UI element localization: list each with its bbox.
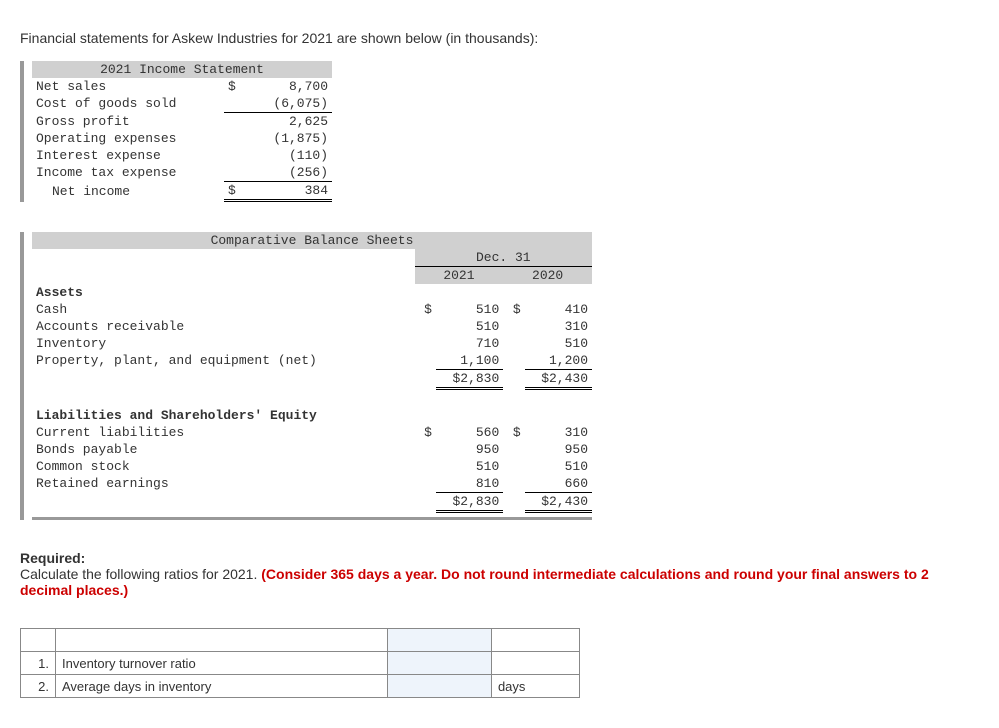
bs-currency: [415, 370, 436, 389]
answer-unit: [491, 652, 579, 675]
bs-amount: 510: [525, 335, 592, 352]
income-statement: 2021 Income StatementNet sales$8,700Cost…: [20, 61, 332, 202]
bs-year-1: 2021: [415, 267, 504, 285]
bs-amount: 660: [525, 475, 592, 493]
bs-row-label: Bonds payable: [32, 441, 415, 458]
bs-row-label: Inventory: [32, 335, 415, 352]
bs-currency: [503, 441, 524, 458]
bs-currency: [415, 441, 436, 458]
bs-year-2: 2020: [503, 267, 592, 285]
bs-row-label: Accounts receivable: [32, 318, 415, 335]
is-currency: [224, 113, 244, 131]
bs-amount: $2,430: [525, 370, 592, 389]
required-text: Calculate the following ratios for 2021.: [20, 566, 261, 582]
is-currency: [224, 130, 244, 147]
bs-currency: [415, 493, 436, 512]
bs-amount: 560: [436, 424, 503, 441]
is-amount: 2,625: [244, 113, 332, 131]
is-label: Cost of goods sold: [32, 95, 224, 113]
bs-currency: $: [415, 301, 436, 318]
is-currency: $: [224, 78, 244, 95]
bs-currency: [503, 475, 524, 493]
required-heading: Required:: [20, 550, 85, 566]
answer-label: Inventory turnover ratio: [56, 652, 388, 675]
is-amount: (110): [244, 147, 332, 164]
bs-amount: $2,430: [525, 493, 592, 512]
intro-text: Financial statements for Askew Industrie…: [20, 30, 979, 46]
bs-currency: [503, 458, 524, 475]
bs-amount: 310: [525, 318, 592, 335]
bs-section-heading: Liabilities and Shareholders' Equity: [32, 407, 592, 424]
bs-currency: [415, 335, 436, 352]
bs-amount: 510: [525, 458, 592, 475]
bs-amount: 1,200: [525, 352, 592, 370]
answer-num: 1.: [21, 652, 56, 675]
answer-input[interactable]: [388, 652, 492, 675]
bs-row-label: Property, plant, and equipment (net): [32, 352, 415, 370]
bs-currency: [503, 318, 524, 335]
bs-currency: $: [415, 424, 436, 441]
is-amount: (1,875): [244, 130, 332, 147]
bs-currency: [503, 352, 524, 370]
bs-currency: $: [503, 301, 524, 318]
bs-amount: $2,830: [436, 370, 503, 389]
bs-row-label: Common stock: [32, 458, 415, 475]
is-currency: [224, 147, 244, 164]
is-label: Income tax expense: [32, 164, 224, 182]
bs-currency: [415, 475, 436, 493]
bs-amount: 810: [436, 475, 503, 493]
answer-num: 2.: [21, 675, 56, 698]
required-section: Required: Calculate the following ratios…: [20, 550, 979, 598]
is-currency: $: [224, 182, 244, 201]
answer-input[interactable]: [388, 675, 492, 698]
bs-row-label: Current liabilities: [32, 424, 415, 441]
bs-date-header: Dec. 31: [415, 249, 592, 267]
bs-currency: [415, 458, 436, 475]
is-label: Net sales: [32, 78, 224, 95]
is-label: Operating expenses: [32, 130, 224, 147]
bs-amount: 510: [436, 301, 503, 318]
balance-sheet-title: Comparative Balance Sheets: [32, 232, 592, 249]
bs-row-label: Cash: [32, 301, 415, 318]
answer-table: 1.Inventory turnover ratio2.Average days…: [20, 628, 580, 698]
answer-label: Average days in inventory: [56, 675, 388, 698]
bs-amount: 510: [436, 318, 503, 335]
bs-amount: $2,830: [436, 493, 503, 512]
bs-amount: 310: [525, 424, 592, 441]
bs-currency: [415, 352, 436, 370]
bs-amount: 510: [436, 458, 503, 475]
answer-unit: days: [491, 675, 579, 698]
bs-amount: 950: [525, 441, 592, 458]
bs-currency: [503, 370, 524, 389]
is-currency: [224, 95, 244, 113]
bs-row-label: [32, 370, 415, 389]
balance-sheet: Comparative Balance SheetsDec. 312021202…: [20, 232, 592, 520]
is-label: Gross profit: [32, 113, 224, 131]
is-amount: 384: [244, 182, 332, 201]
is-currency: [224, 164, 244, 182]
bs-amount: 710: [436, 335, 503, 352]
bs-amount: 1,100: [436, 352, 503, 370]
bs-currency: [415, 318, 436, 335]
bs-currency: [503, 335, 524, 352]
is-amount: 8,700: [244, 78, 332, 95]
income-statement-title: 2021 Income Statement: [32, 61, 332, 78]
bs-amount: 950: [436, 441, 503, 458]
bs-currency: [503, 493, 524, 512]
bs-amount: 410: [525, 301, 592, 318]
is-label: Net income: [32, 182, 224, 201]
bs-currency: $: [503, 424, 524, 441]
bs-row-label: Retained earnings: [32, 475, 415, 493]
is-amount: (256): [244, 164, 332, 182]
bs-row-label: [32, 493, 415, 512]
bs-section-heading: Assets: [32, 284, 592, 301]
is-amount: (6,075): [244, 95, 332, 113]
is-label: Interest expense: [32, 147, 224, 164]
